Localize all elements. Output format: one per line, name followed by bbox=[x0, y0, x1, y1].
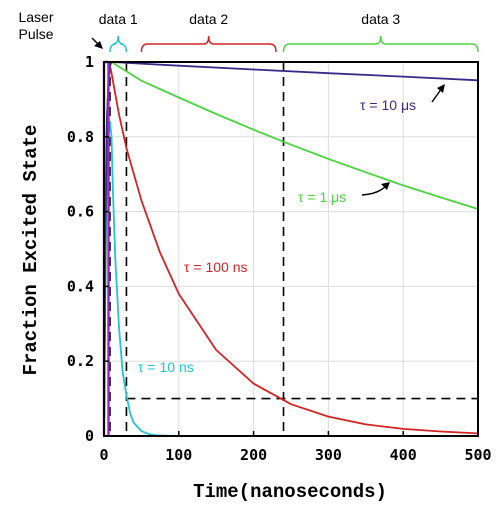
x-tick-label: 0 bbox=[99, 446, 108, 464]
series bbox=[102, 60, 479, 437]
annotations: τ = 10 ns τ = 100 ns τ = 1 μs τ = 10 μs Lase… bbox=[18, 9, 479, 375]
brace-data-2 bbox=[140, 35, 277, 53]
series-label-tau-100ns: τ = 100 ns bbox=[184, 259, 248, 275]
y-tick-label: 1 bbox=[85, 53, 94, 71]
data-region-label-2: data 2 bbox=[189, 11, 228, 27]
arrowhead-tau-1us bbox=[381, 182, 390, 190]
series-label-tau-10ns: τ = 10 ns bbox=[138, 359, 194, 375]
y-tick-label: 0 bbox=[85, 427, 94, 445]
arrow-tau-1us bbox=[361, 185, 387, 196]
guide-lines bbox=[109, 62, 478, 436]
series-line--100-ns bbox=[103, 64, 479, 437]
series-label-tau-10us: τ = 10 μs bbox=[360, 97, 416, 113]
plot-frame bbox=[103, 61, 479, 437]
ticks: 0 100 200 300 400 500 0 0.2 0.4 0.6 0.8 1 bbox=[67, 53, 492, 464]
data-region-label-3: data 3 bbox=[361, 11, 400, 27]
brace-data-1 bbox=[109, 35, 128, 53]
data-region-label-1: data 1 bbox=[99, 11, 138, 27]
x-tick-label: 200 bbox=[240, 446, 267, 464]
brace-data-3 bbox=[282, 35, 479, 53]
series-label-tau-1us: τ = 1 μs bbox=[298, 189, 346, 205]
laser-pulse-label: Laser Pulse bbox=[18, 9, 53, 42]
arrowhead-laser-pulse bbox=[94, 41, 103, 49]
y-tick-label: 0.4 bbox=[67, 277, 94, 295]
y-tick-label: 0.8 bbox=[67, 128, 94, 146]
series-line--10-ns bbox=[103, 120, 381, 437]
x-tick-label: 300 bbox=[315, 446, 342, 464]
series-line--10-s bbox=[103, 61, 479, 437]
grid bbox=[104, 62, 478, 436]
x-tick-label: 100 bbox=[165, 446, 192, 464]
arrowhead-tau-10us bbox=[437, 84, 445, 93]
y-axis-title: Fraction Excited State bbox=[20, 125, 42, 376]
x-tick-label: 500 bbox=[464, 446, 491, 464]
laser-pulse-label-word: Laser bbox=[18, 9, 53, 25]
y-tick-label: 0.6 bbox=[67, 203, 94, 221]
laser-pulse-label-word: Pulse bbox=[18, 26, 53, 42]
y-tick-label: 0.2 bbox=[67, 352, 94, 370]
x-axis-title: Time(nanoseconds) bbox=[193, 481, 387, 503]
x-tick-label: 400 bbox=[390, 446, 417, 464]
series-line--1-s bbox=[103, 61, 479, 437]
